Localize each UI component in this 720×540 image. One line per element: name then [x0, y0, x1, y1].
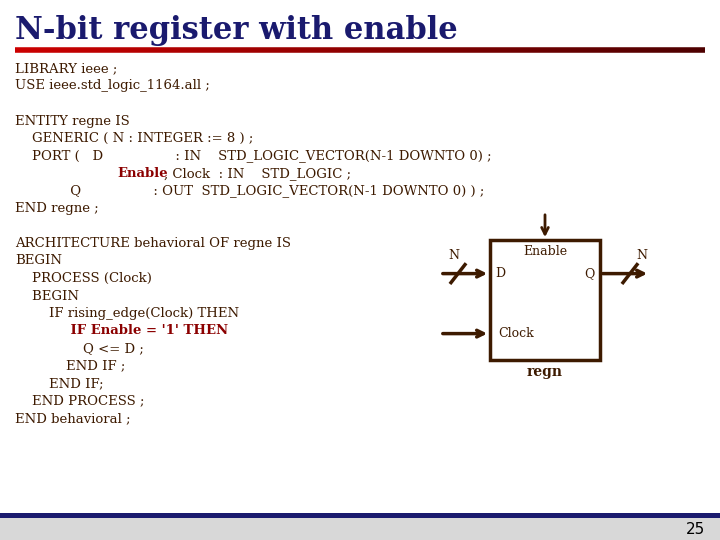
Text: PROCESS (Clock): PROCESS (Clock)	[15, 272, 152, 285]
Text: LIBRARY ieee ;: LIBRARY ieee ;	[15, 62, 117, 75]
Text: 25: 25	[685, 522, 705, 537]
Text: END behavioral ;: END behavioral ;	[15, 412, 130, 425]
Text: END PROCESS ;: END PROCESS ;	[15, 395, 145, 408]
Text: GENERIC ( N : INTEGER := 8 ) ;: GENERIC ( N : INTEGER := 8 ) ;	[15, 132, 253, 145]
Text: Q <= D ;: Q <= D ;	[15, 342, 144, 355]
Text: Enable: Enable	[117, 167, 168, 180]
Text: USE ieee.std_logic_1164.all ;: USE ieee.std_logic_1164.all ;	[15, 79, 210, 92]
Text: D: D	[495, 267, 505, 280]
Text: Q: Q	[585, 267, 595, 280]
Text: END IF;: END IF;	[15, 377, 104, 390]
Text: BEGIN: BEGIN	[15, 254, 62, 267]
Text: ENTITY regne IS: ENTITY regne IS	[15, 114, 130, 127]
Text: ARCHITECTURE behavioral OF regne IS: ARCHITECTURE behavioral OF regne IS	[15, 237, 291, 250]
Text: , Clock  : IN    STD_LOGIC ;: , Clock : IN STD_LOGIC ;	[164, 167, 351, 180]
Text: PORT (   D                 : IN    STD_LOGIC_VECTOR(N-1 DOWNTO 0) ;: PORT ( D : IN STD_LOGIC_VECTOR(N-1 DOWNT…	[15, 150, 492, 163]
Text: END regne ;: END regne ;	[15, 202, 99, 215]
Text: N: N	[636, 248, 647, 261]
Text: N-bit register with enable: N-bit register with enable	[15, 15, 458, 46]
Text: IF rising_edge(Clock) THEN: IF rising_edge(Clock) THEN	[15, 307, 239, 320]
Bar	[0, 518, 720, 540]
Bar	[490, 240, 600, 360]
Text: regn: regn	[527, 365, 563, 379]
Text: BEGIN: BEGIN	[15, 289, 79, 302]
Text: N: N	[449, 248, 459, 261]
Bar	[0, 513, 720, 518]
Text: Q                 : OUT  STD_LOGIC_VECTOR(N-1 DOWNTO 0) ) ;: Q : OUT STD_LOGIC_VECTOR(N-1 DOWNTO 0) )…	[15, 185, 485, 198]
Text: Clock: Clock	[498, 327, 534, 340]
Text: END IF ;: END IF ;	[15, 360, 125, 373]
Text: Enable: Enable	[523, 245, 567, 258]
Text: IF Enable = '1' THEN: IF Enable = '1' THEN	[15, 325, 228, 338]
